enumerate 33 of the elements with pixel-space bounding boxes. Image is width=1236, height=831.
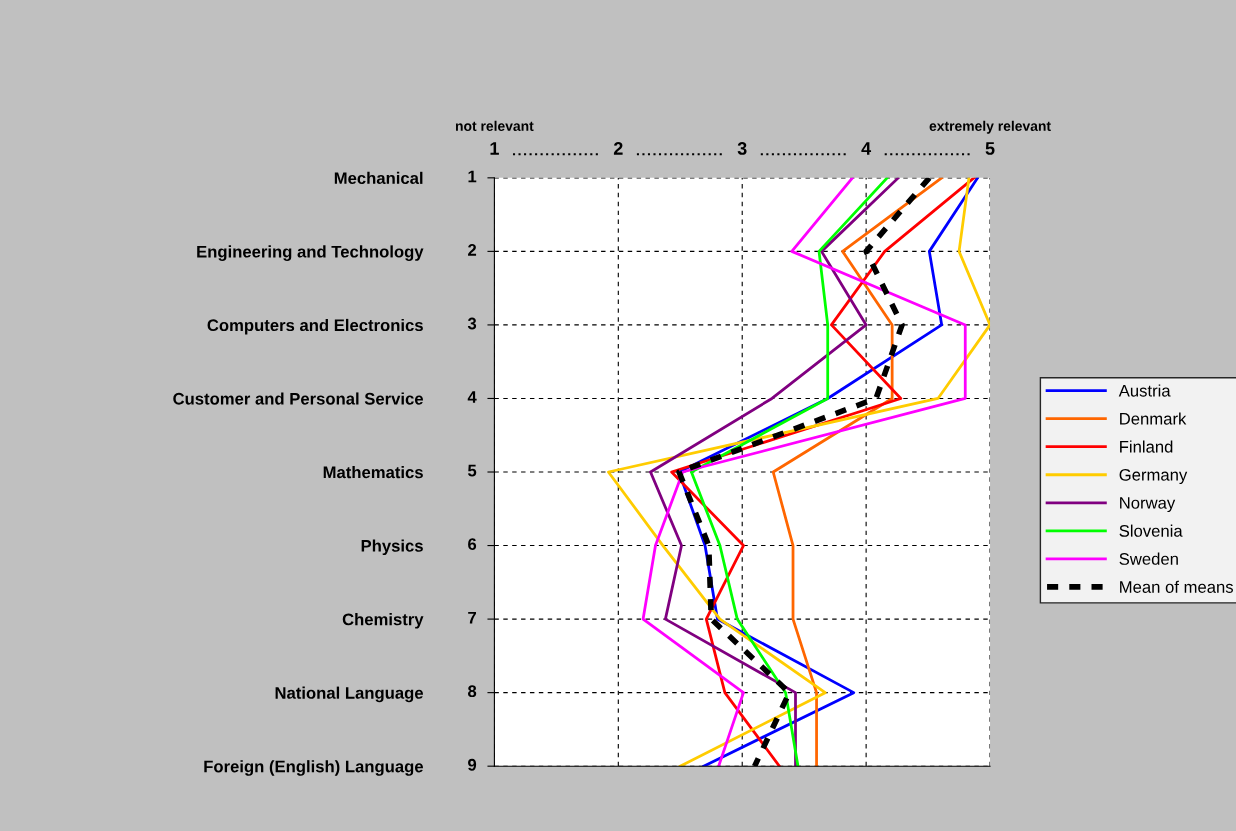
legend-label: Finland bbox=[1120, 440, 1173, 453]
y-tick-label: Chemistry bbox=[342, 613, 424, 629]
text: 9 bbox=[468, 758, 477, 771]
legend-label: Norway bbox=[1120, 497, 1176, 513]
y-tick-label: National Language bbox=[275, 686, 424, 703]
legend-label: Germany bbox=[1119, 468, 1188, 485]
y-tick-label: Engineering and Technology bbox=[197, 245, 424, 261]
y-tick-label: Physics bbox=[361, 539, 423, 556]
x-tick-label: 1 bbox=[490, 142, 499, 155]
text: extremely relevant bbox=[929, 120, 1051, 134]
text: not relevant bbox=[455, 120, 534, 131]
y-tick-label: Customer and Personal Service bbox=[173, 392, 424, 405]
legend-label: Sweden bbox=[1119, 552, 1178, 565]
y-tick-label: Mathematics bbox=[323, 465, 423, 479]
x-tick-label: 3 bbox=[737, 142, 747, 155]
text: 5 bbox=[467, 464, 477, 477]
text: 8 bbox=[467, 685, 477, 698]
x-tick-label: 4 bbox=[861, 142, 872, 155]
text: 7 bbox=[468, 611, 476, 624]
y-tick-label: Mechanical bbox=[334, 171, 423, 185]
y-tick-label: Computers and Electronics bbox=[207, 318, 423, 335]
legend-label: Slovenia bbox=[1119, 524, 1183, 537]
text: 6 bbox=[468, 538, 477, 551]
y-tick-label: Foreign (English) Language bbox=[204, 760, 424, 776]
text: 4 bbox=[467, 391, 477, 403]
x-tick-label: 5 bbox=[985, 142, 995, 155]
text: 2 bbox=[468, 244, 477, 256]
legend-label: Denmark bbox=[1120, 412, 1187, 425]
x-tick-label: 2 bbox=[613, 142, 623, 155]
text: 1 bbox=[468, 170, 477, 183]
legend-label: Austria bbox=[1118, 384, 1171, 397]
legend-label: Mean of means bbox=[1120, 580, 1233, 593]
text: 3 bbox=[467, 317, 477, 330]
